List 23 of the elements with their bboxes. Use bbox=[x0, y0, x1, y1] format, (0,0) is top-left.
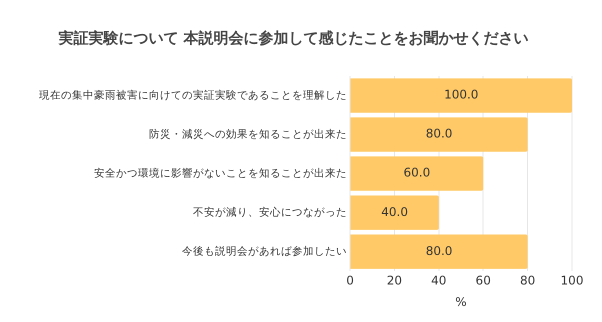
x-axis-title: % bbox=[455, 294, 467, 309]
data-label: 100.0 bbox=[444, 88, 478, 102]
x-tick-label: 0 bbox=[346, 274, 354, 288]
bar bbox=[350, 78, 572, 113]
bar bbox=[350, 117, 528, 152]
y-tick-label: 安全かつ環境に影響がないことを知ることが出来た bbox=[94, 166, 347, 180]
x-tick-label: 100 bbox=[560, 274, 584, 288]
data-label: 80.0 bbox=[426, 126, 452, 141]
x-tick-label: 40 bbox=[431, 274, 446, 288]
y-tick-label: 今後も説明会があれば参加したい bbox=[182, 244, 347, 258]
y-tick-label: 防災・減災への効果を知ることが出来た bbox=[149, 127, 347, 140]
y-tick-label: 現在の集中豪雨被害に向けての実証実験であることを理解した bbox=[39, 88, 347, 102]
bar bbox=[350, 195, 439, 230]
x-tick-label: 60 bbox=[476, 274, 491, 288]
x-tick-label: 20 bbox=[386, 274, 402, 288]
chart-title: 実証実験について 本説明会に参加して感じたことをお聞かせください bbox=[57, 28, 529, 47]
data-label: 80.0 bbox=[426, 244, 452, 258]
data-label: 40.0 bbox=[381, 204, 408, 219]
y-tick-label: 不安が減り、安心につながった bbox=[193, 205, 347, 218]
data-label: 60.0 bbox=[403, 166, 430, 180]
bar bbox=[350, 156, 484, 191]
bar bbox=[350, 234, 528, 269]
x-tick-label: 80 bbox=[520, 274, 536, 288]
